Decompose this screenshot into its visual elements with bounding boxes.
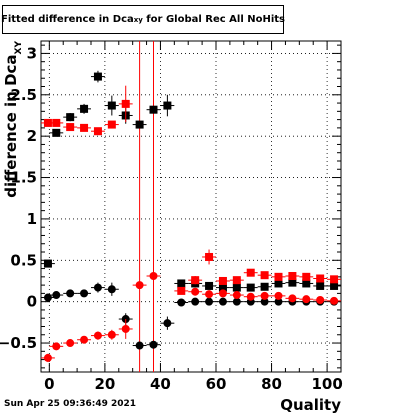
marker-square xyxy=(316,274,325,283)
marker-circle xyxy=(274,291,283,300)
marker-square xyxy=(218,276,227,285)
marker-square xyxy=(66,113,75,122)
marker-circle xyxy=(177,298,186,307)
marker-circle xyxy=(205,297,214,306)
marker-square xyxy=(135,120,144,129)
marker-circle xyxy=(205,290,214,299)
marker-circle xyxy=(80,289,89,298)
y-tick-label: 0.5 xyxy=(10,251,37,269)
marker-square xyxy=(80,123,89,132)
marker-square xyxy=(93,127,102,136)
y-tick-label: 3 xyxy=(27,44,37,62)
marker-square xyxy=(232,283,241,292)
marker-square xyxy=(191,276,200,285)
footer-timestamp: Sun Apr 25 09:36:49 2021 xyxy=(4,399,137,409)
marker-square xyxy=(330,275,339,284)
marker-square xyxy=(246,283,255,292)
marker-square xyxy=(177,279,186,288)
marker-circle xyxy=(149,272,158,281)
y-tick-label: 1.5 xyxy=(10,169,37,187)
marker-circle xyxy=(260,297,269,306)
marker-square xyxy=(205,252,214,261)
marker-square xyxy=(218,283,227,292)
marker-square xyxy=(163,101,172,110)
marker-circle xyxy=(260,291,269,300)
marker-square xyxy=(260,271,269,280)
marker-square xyxy=(232,276,241,285)
marker-circle xyxy=(93,283,102,292)
y-tick-label: 2 xyxy=(27,127,37,145)
marker-circle xyxy=(93,331,102,340)
marker-square xyxy=(107,120,116,129)
x-tick-label: 100 xyxy=(311,375,342,393)
marker-circle xyxy=(107,285,116,294)
marker-circle xyxy=(52,291,61,300)
x-tick-label: 60 xyxy=(206,375,227,393)
marker-circle xyxy=(66,339,75,348)
x-tick-label: 40 xyxy=(150,375,171,393)
marker-square xyxy=(52,118,61,127)
marker-square xyxy=(205,281,214,290)
marker-square xyxy=(177,286,186,295)
marker-circle xyxy=(246,292,255,301)
marker-circle xyxy=(218,297,227,306)
y-axis-title: difference in DcaXY xyxy=(2,41,24,198)
marker-square xyxy=(52,128,61,137)
marker-square xyxy=(93,72,102,81)
y-tick-label: 2.5 xyxy=(10,86,37,104)
marker-square xyxy=(107,101,116,110)
marker-square xyxy=(43,259,52,268)
marker-square xyxy=(121,99,130,108)
marker-circle xyxy=(52,342,61,351)
chart-title: Fitted difference in Dca xy for Global Re… xyxy=(1,5,286,34)
marker-circle xyxy=(274,297,283,306)
marker-square xyxy=(288,278,297,287)
marker-circle xyxy=(288,294,297,303)
marker-circle xyxy=(302,295,311,304)
chart-title-suffix: for Global Rec All NoHits xyxy=(142,14,286,25)
chart-title-subscript: xy xyxy=(133,15,143,24)
marker-circle xyxy=(218,289,227,298)
marker-square xyxy=(260,282,269,291)
marker-square xyxy=(288,272,297,281)
marker-square xyxy=(316,281,325,290)
marker-square xyxy=(274,272,283,281)
marker-square xyxy=(302,272,311,281)
marker-square xyxy=(149,105,158,114)
marker-circle xyxy=(330,296,339,305)
marker-circle xyxy=(135,281,144,290)
marker-circle xyxy=(107,330,116,339)
marker-circle xyxy=(232,297,241,306)
plot-frame xyxy=(40,40,342,373)
x-axis-title: Quality xyxy=(280,396,341,414)
marker-square xyxy=(43,118,52,127)
marker-square xyxy=(330,281,339,290)
x-tick-label: 80 xyxy=(261,375,282,393)
marker-square xyxy=(246,268,255,277)
marker-circle xyxy=(316,296,325,305)
marker-circle xyxy=(66,289,75,298)
marker-circle xyxy=(149,340,158,349)
marker-square xyxy=(66,123,75,132)
marker-circle xyxy=(232,291,241,300)
marker-circle xyxy=(43,353,52,362)
y-tick-label: 1 xyxy=(27,210,37,228)
marker-square xyxy=(80,104,89,113)
marker-square xyxy=(302,279,311,288)
marker-circle xyxy=(163,319,172,328)
y-tick-label: 0 xyxy=(27,293,37,311)
x-tick-label: 20 xyxy=(94,375,115,393)
marker-square xyxy=(274,279,283,288)
x-tick-label: 0 xyxy=(44,375,54,393)
marker-circle xyxy=(191,287,200,296)
chart-title-prefix: Fitted difference in Dca xyxy=(1,14,134,25)
y-tick-label: −0.5 xyxy=(0,334,37,352)
marker-circle xyxy=(121,324,130,333)
marker-circle xyxy=(135,341,144,350)
marker-circle xyxy=(80,335,89,344)
marker-circle xyxy=(191,297,200,306)
